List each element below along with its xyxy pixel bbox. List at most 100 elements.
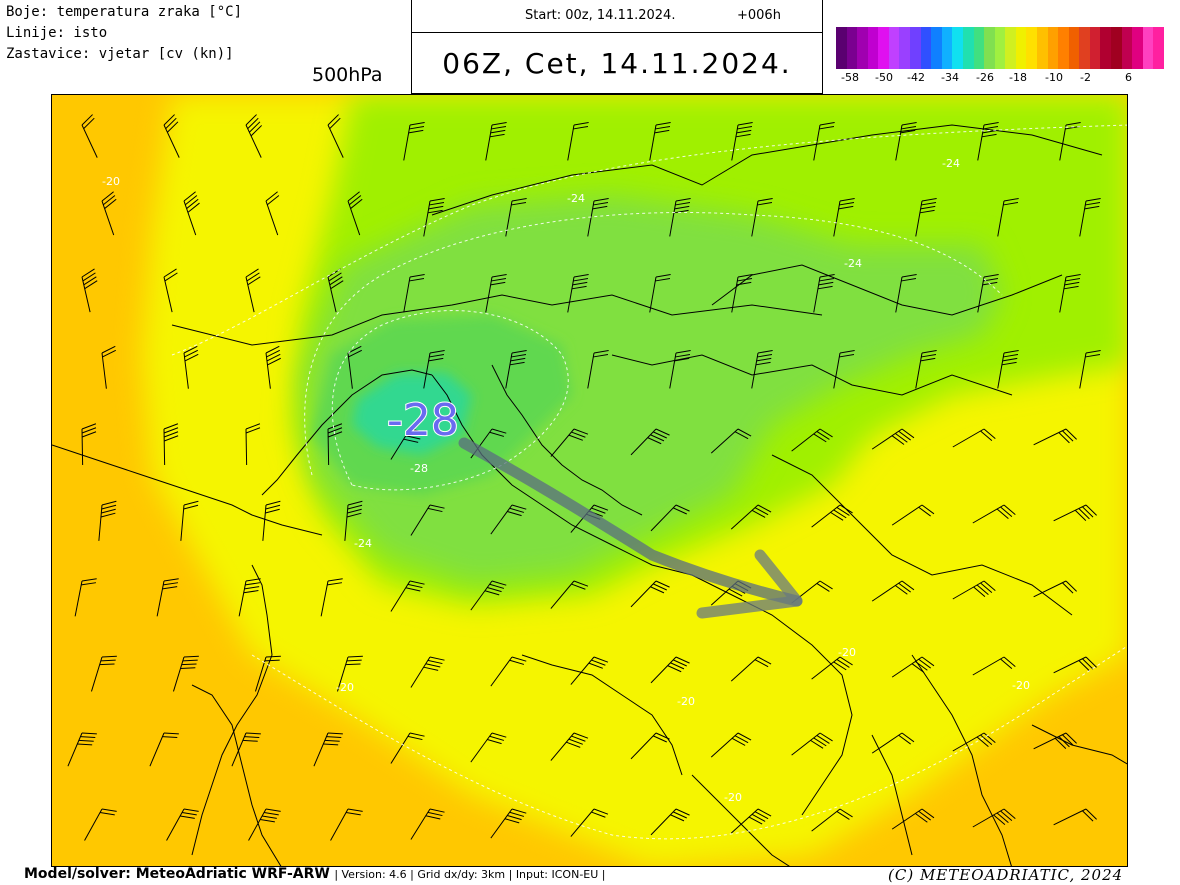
wind-barb bbox=[1033, 732, 1077, 750]
scale-tick-label: 6 bbox=[1125, 71, 1132, 84]
wind-barb bbox=[490, 808, 527, 839]
scale-swatch bbox=[1089, 27, 1101, 69]
color-scale-bar bbox=[836, 27, 1164, 69]
scale-tick-label: -10 bbox=[1045, 71, 1063, 84]
wind-barb bbox=[344, 500, 363, 541]
scale-swatch bbox=[1079, 27, 1090, 69]
wind-barb bbox=[871, 732, 915, 754]
wind-barb bbox=[390, 580, 425, 612]
scale-swatch bbox=[941, 27, 953, 69]
flags-legend-line: Zastavice: vjetar [cv (kn)] bbox=[6, 46, 234, 62]
wind-barb bbox=[490, 504, 527, 535]
wind-barb bbox=[390, 428, 425, 460]
contour-label: -20 bbox=[724, 791, 742, 804]
wind-barb bbox=[669, 198, 691, 237]
wind-barb bbox=[245, 423, 261, 466]
wind-barb bbox=[587, 350, 609, 389]
wind-barb bbox=[710, 732, 752, 758]
wind-barb bbox=[98, 500, 117, 541]
wind-barb bbox=[1033, 580, 1077, 598]
scale-swatch bbox=[867, 27, 879, 69]
wind-barb bbox=[248, 808, 281, 841]
wind-barb bbox=[265, 345, 281, 389]
scale-swatch bbox=[888, 27, 900, 69]
contour-label: -28 bbox=[410, 462, 428, 475]
center-low-label: -28 bbox=[387, 395, 459, 446]
footer-info: Model/solver: MeteoAdriatic WRF-ARW | Ve… bbox=[24, 866, 606, 882]
wind-barb bbox=[423, 198, 445, 237]
wind-barb bbox=[347, 191, 363, 236]
wind-barb bbox=[262, 500, 281, 541]
wind-barb bbox=[90, 655, 117, 692]
coastlines-and-borders bbox=[52, 124, 1127, 866]
wind-barb bbox=[470, 732, 507, 763]
contour-label: -24 bbox=[567, 192, 585, 205]
scale-swatch bbox=[1015, 27, 1027, 69]
wind-barb bbox=[1033, 428, 1077, 446]
wind-barb bbox=[180, 500, 199, 541]
wind-barb bbox=[567, 122, 589, 161]
scale-swatch bbox=[1132, 27, 1143, 69]
wind-barb bbox=[891, 504, 935, 526]
wind-barb bbox=[972, 504, 1016, 524]
wind-barb bbox=[915, 350, 937, 389]
scale-swatch bbox=[952, 27, 963, 69]
wind-barb bbox=[650, 808, 690, 836]
wind-barb bbox=[731, 122, 753, 161]
wind-barb bbox=[327, 114, 344, 158]
scale-swatch bbox=[857, 27, 868, 69]
scale-tick-label: -58 bbox=[841, 71, 859, 84]
copyright: (C) METEOADRIATIC, 2024 bbox=[888, 866, 1124, 884]
wind-barb bbox=[630, 732, 670, 760]
contour-label: -24 bbox=[942, 157, 960, 170]
wind-barb bbox=[183, 191, 200, 236]
wind-barb bbox=[336, 655, 363, 692]
wind-barb bbox=[751, 350, 773, 389]
scale-swatch bbox=[1068, 27, 1080, 69]
wind-barb bbox=[163, 114, 180, 158]
forecast-lead: +006h bbox=[737, 8, 781, 23]
wind-barb bbox=[410, 808, 445, 840]
scale-swatch bbox=[878, 27, 889, 69]
run-info: Start: 00z, 14.11.2024. +006h bbox=[412, 0, 822, 33]
model-meta: | Version: 4.6 | Grid dx/dy: 3km | Input… bbox=[334, 868, 606, 881]
scale-tick-label: -18 bbox=[1009, 71, 1027, 84]
wind-barb bbox=[972, 656, 1016, 676]
scale-swatch bbox=[1111, 27, 1122, 69]
scale-swatch bbox=[910, 27, 921, 69]
wind-barb bbox=[833, 350, 855, 389]
wind-barb bbox=[1053, 808, 1097, 826]
wind-barb bbox=[567, 274, 589, 313]
map-canvas: -20 -24 -24 -24 -24 -28 -20 -20 -20 -20 -20 -28 bbox=[52, 95, 1127, 866]
wind-barb bbox=[730, 808, 772, 834]
wind-barb bbox=[895, 122, 917, 161]
wind-barb bbox=[81, 268, 98, 313]
wind-barb bbox=[891, 808, 935, 830]
wind-barb bbox=[163, 268, 178, 313]
scale-swatch bbox=[1005, 27, 1016, 69]
wind-barb bbox=[587, 198, 609, 237]
wind-barb bbox=[1053, 656, 1097, 674]
wind-barb bbox=[156, 578, 179, 617]
wind-barb bbox=[811, 808, 853, 832]
scale-swatch bbox=[973, 27, 985, 69]
wind-barb bbox=[101, 345, 116, 389]
wind-barb bbox=[81, 423, 97, 466]
wind-barb bbox=[403, 274, 425, 313]
scale-tick-label: -2 bbox=[1080, 71, 1091, 84]
wind-barb bbox=[813, 274, 835, 313]
time-header: Start: 00z, 14.11.2024. +006h 06Z, Cet, … bbox=[411, 0, 823, 94]
scale-swatch bbox=[994, 27, 1006, 69]
wind-barb bbox=[730, 504, 772, 530]
scale-swatch bbox=[920, 27, 932, 69]
wind-barb bbox=[410, 656, 445, 688]
wind-barb bbox=[265, 191, 280, 236]
legend-info: Boje: temperatura zraka [°C] Linije: ist… bbox=[6, 2, 242, 65]
wind-barb bbox=[751, 198, 773, 237]
wind-barb bbox=[410, 504, 445, 536]
wind-barb bbox=[915, 198, 937, 237]
scale-swatch bbox=[1036, 27, 1048, 69]
wind-barb bbox=[669, 350, 691, 389]
wind-barb bbox=[183, 345, 199, 389]
wind-barb bbox=[1079, 198, 1101, 237]
